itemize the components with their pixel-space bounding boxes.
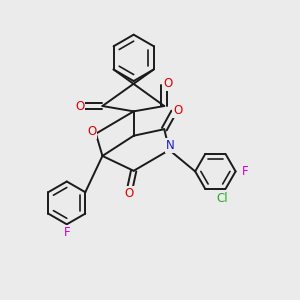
Text: F: F	[242, 165, 248, 178]
Text: N: N	[166, 139, 175, 152]
Text: F: F	[64, 226, 70, 239]
Text: O: O	[173, 104, 183, 117]
Text: O: O	[164, 77, 173, 90]
Text: O: O	[75, 100, 84, 112]
Text: O: O	[87, 125, 96, 138]
Text: O: O	[124, 187, 134, 200]
Text: Cl: Cl	[216, 192, 228, 205]
